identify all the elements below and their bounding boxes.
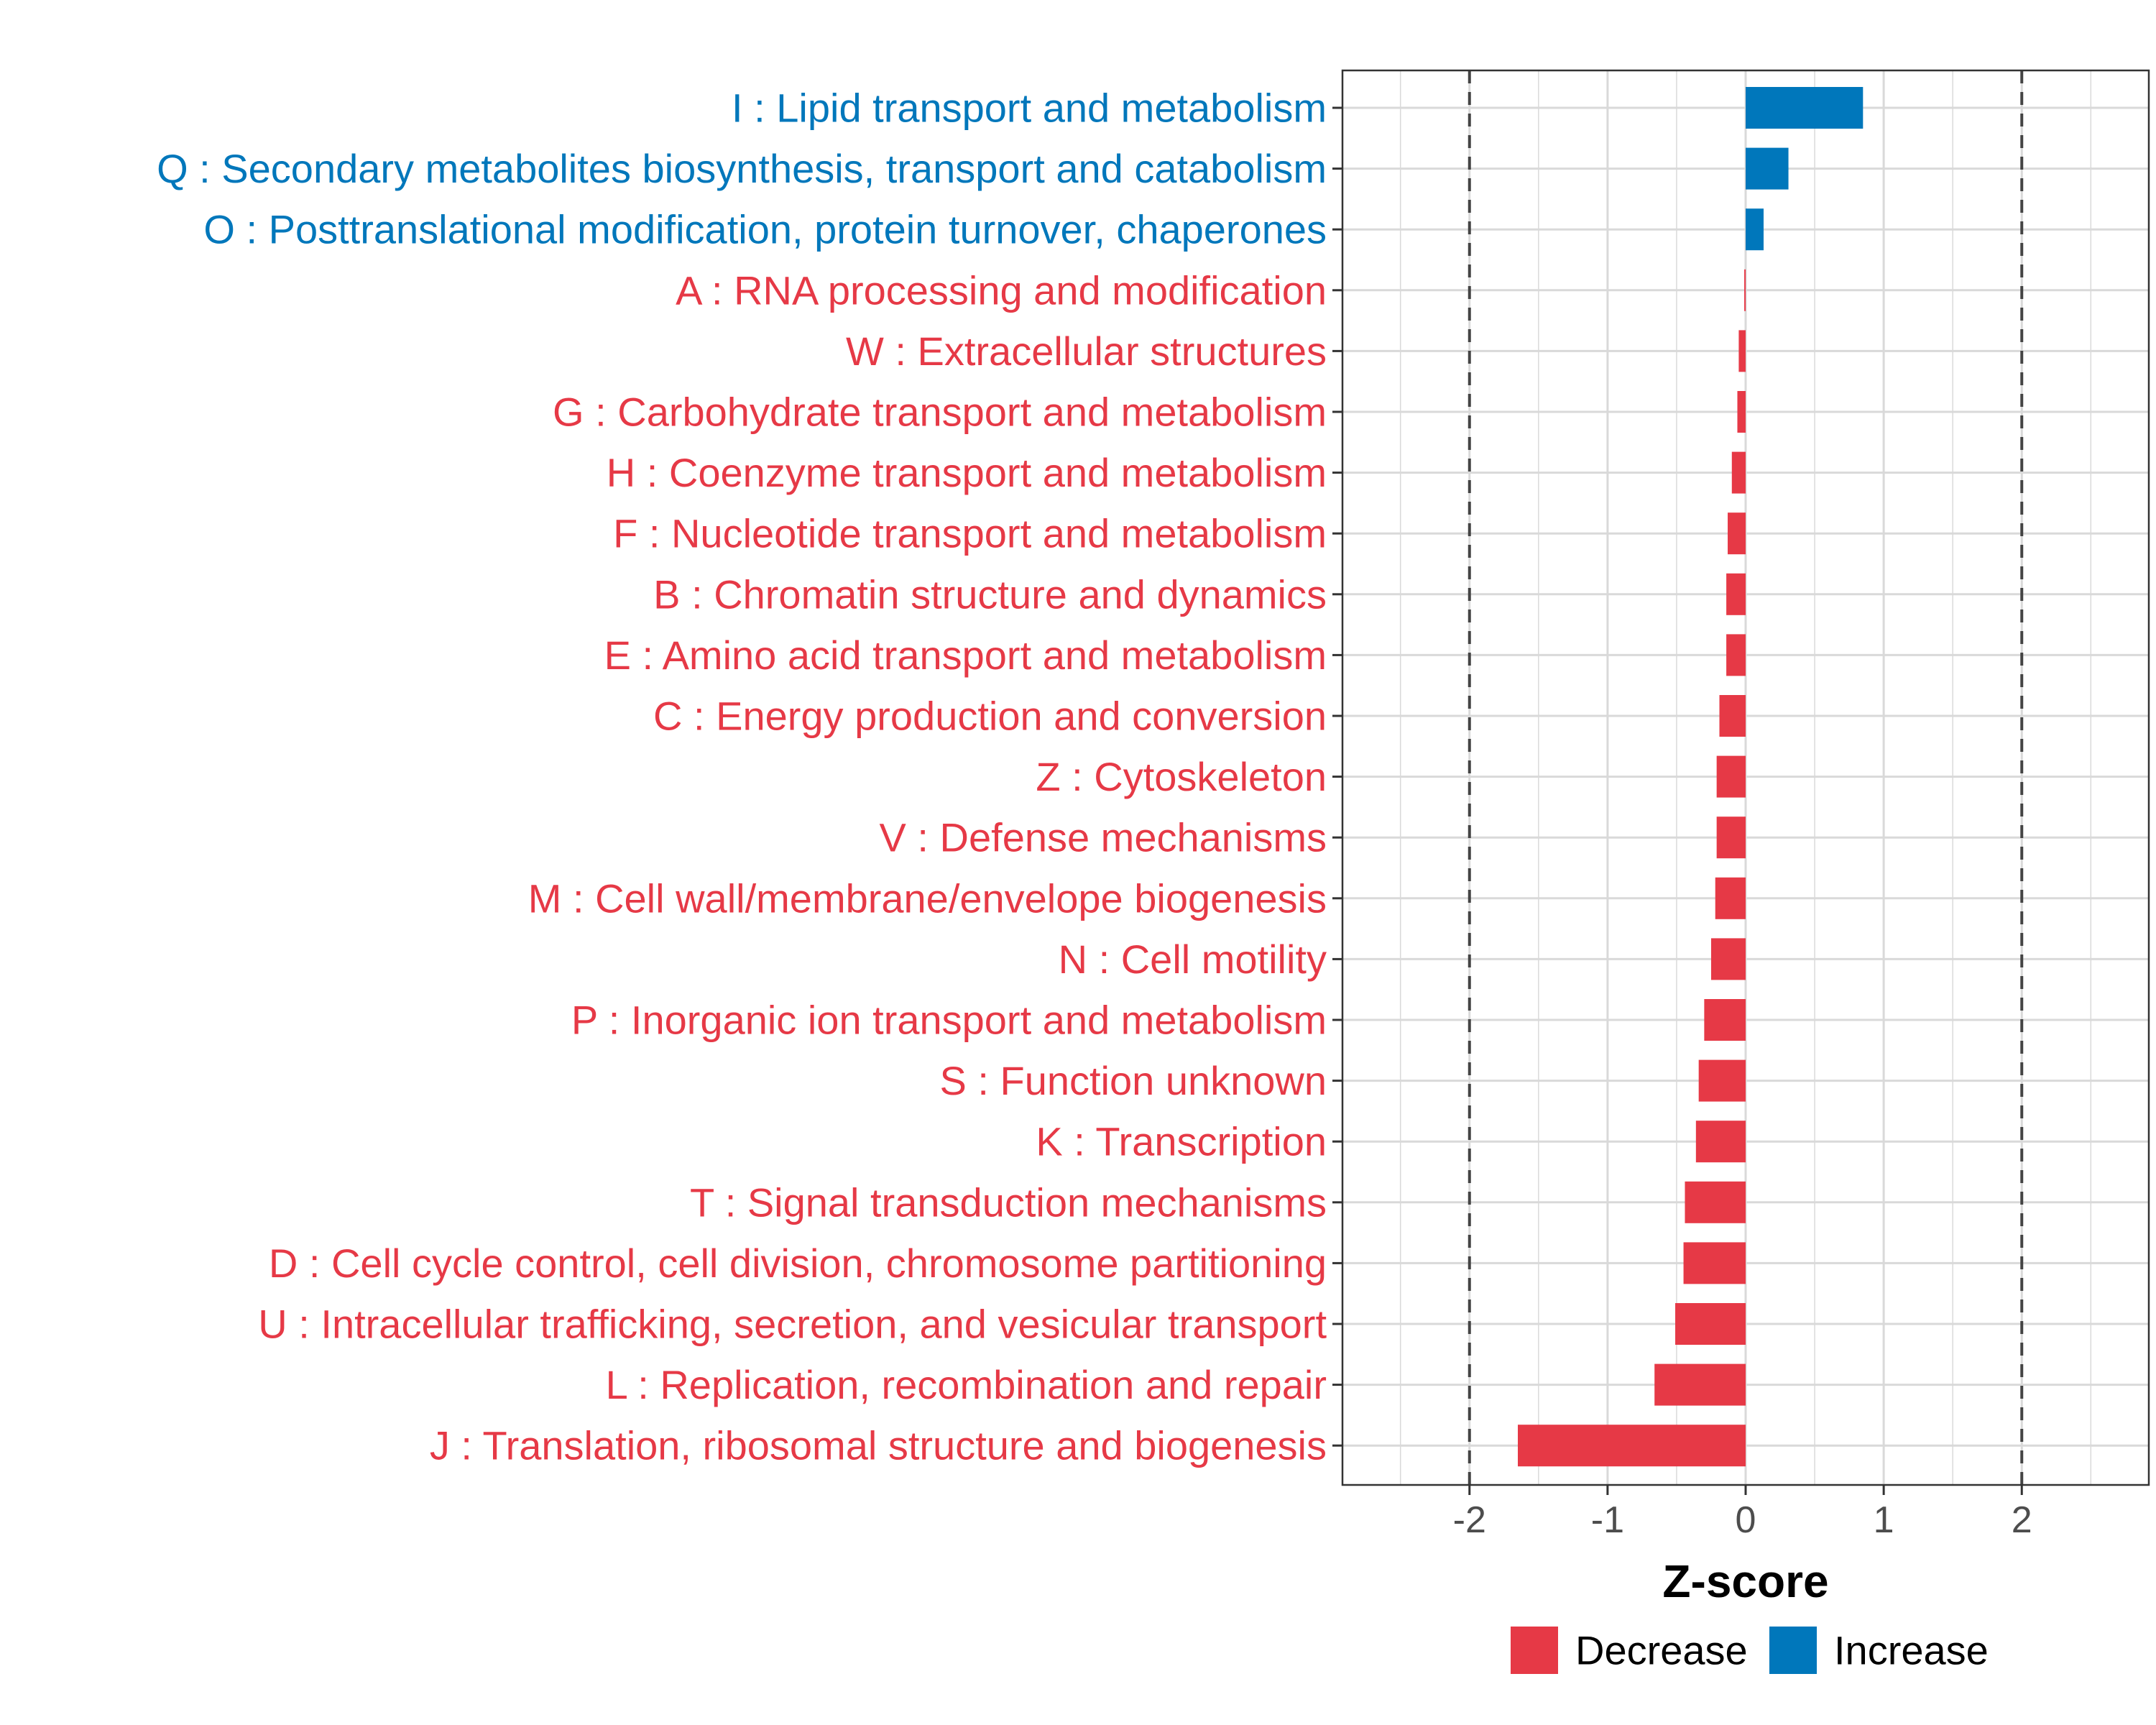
bar [1744, 269, 1746, 311]
category-label: Q : Secondary metabolites biosynthesis, … [157, 146, 1327, 191]
category-label: V : Defense mechanisms [880, 815, 1327, 860]
x-tick-label: 1 [1874, 1499, 1894, 1541]
bar [1716, 816, 1746, 859]
category-label: F : Nucleotide transport and metabolism [613, 511, 1327, 556]
y-axis-ticks [1332, 106, 1342, 1447]
category-label: G : Carbohydrate transport and metabolis… [553, 390, 1327, 435]
category-label: C : Energy production and conversion [653, 694, 1327, 739]
category-label: W : Extracellular structures [846, 328, 1327, 374]
x-tick-label: 0 [1736, 1499, 1756, 1541]
bar [1704, 999, 1746, 1041]
bar [1719, 695, 1746, 737]
bar [1737, 391, 1746, 433]
category-label: U : Intracellular trafficking, secretion… [258, 1302, 1327, 1347]
bar [1726, 634, 1746, 676]
bar [1698, 1059, 1746, 1102]
bar [1738, 330, 1746, 372]
category-label: T : Signal transduction mechanisms [690, 1179, 1327, 1225]
category-label: Z : Cytoskeleton [1036, 754, 1327, 799]
bar [1746, 87, 1864, 129]
bar [1726, 573, 1746, 615]
legend-label-increase: Increase [1834, 1628, 1989, 1673]
x-axis-tick-labels: -2 -1 0 1 2 [1453, 1499, 2032, 1541]
bar [1695, 1121, 1746, 1163]
bar [1746, 208, 1764, 251]
bar [1654, 1363, 1746, 1406]
category-label: K : Transcription [1036, 1119, 1327, 1164]
bar [1683, 1242, 1746, 1284]
category-label: E : Amino acid transport and metabolism [604, 632, 1327, 678]
legend: Decrease Increase [1511, 1627, 1989, 1674]
bar [1716, 755, 1746, 798]
bars [1517, 87, 1864, 1467]
category-label: H : Coenzyme transport and metabolism [607, 450, 1327, 495]
category-label: A : RNA processing and modification [676, 267, 1327, 313]
legend-label-decrease: Decrease [1575, 1628, 1748, 1673]
category-label: S : Function unknown [939, 1058, 1327, 1103]
x-axis-title: Z-score [1662, 1555, 1828, 1607]
category-label: M : Cell wall/membrane/envelope biogenes… [528, 875, 1327, 921]
x-tick-label: 2 [2012, 1499, 2032, 1541]
bar [1731, 451, 1746, 494]
x-tick-label: -1 [1591, 1499, 1624, 1541]
y-axis-labels: I : Lipid transport and metabolism Q : Se… [157, 86, 1327, 1468]
category-label: I : Lipid transport and metabolism [732, 86, 1327, 131]
bar [1746, 147, 1789, 190]
bar [1685, 1181, 1746, 1223]
bar [1728, 512, 1746, 555]
category-label: N : Cell motility [1059, 937, 1327, 982]
x-tick-label: -2 [1453, 1499, 1486, 1541]
category-label: B : Chromatin structure and dynamics [653, 571, 1327, 617]
legend-swatch-increase [1769, 1627, 1817, 1674]
legend-swatch-decrease [1511, 1627, 1558, 1674]
x-axis-ticks [1468, 1485, 2023, 1495]
bar [1675, 1303, 1746, 1345]
bar [1517, 1425, 1746, 1467]
category-label: O : Posttranslational modification, prot… [203, 207, 1327, 252]
bar [1715, 877, 1746, 919]
category-label: L : Replication, recombination and repai… [606, 1362, 1327, 1407]
category-label: P : Inorganic ion transport and metaboli… [571, 998, 1327, 1043]
category-label: D : Cell cycle control, cell division, c… [269, 1241, 1327, 1286]
category-label: J : Translation, ribosomal structure and… [430, 1423, 1327, 1468]
bar [1710, 938, 1746, 980]
